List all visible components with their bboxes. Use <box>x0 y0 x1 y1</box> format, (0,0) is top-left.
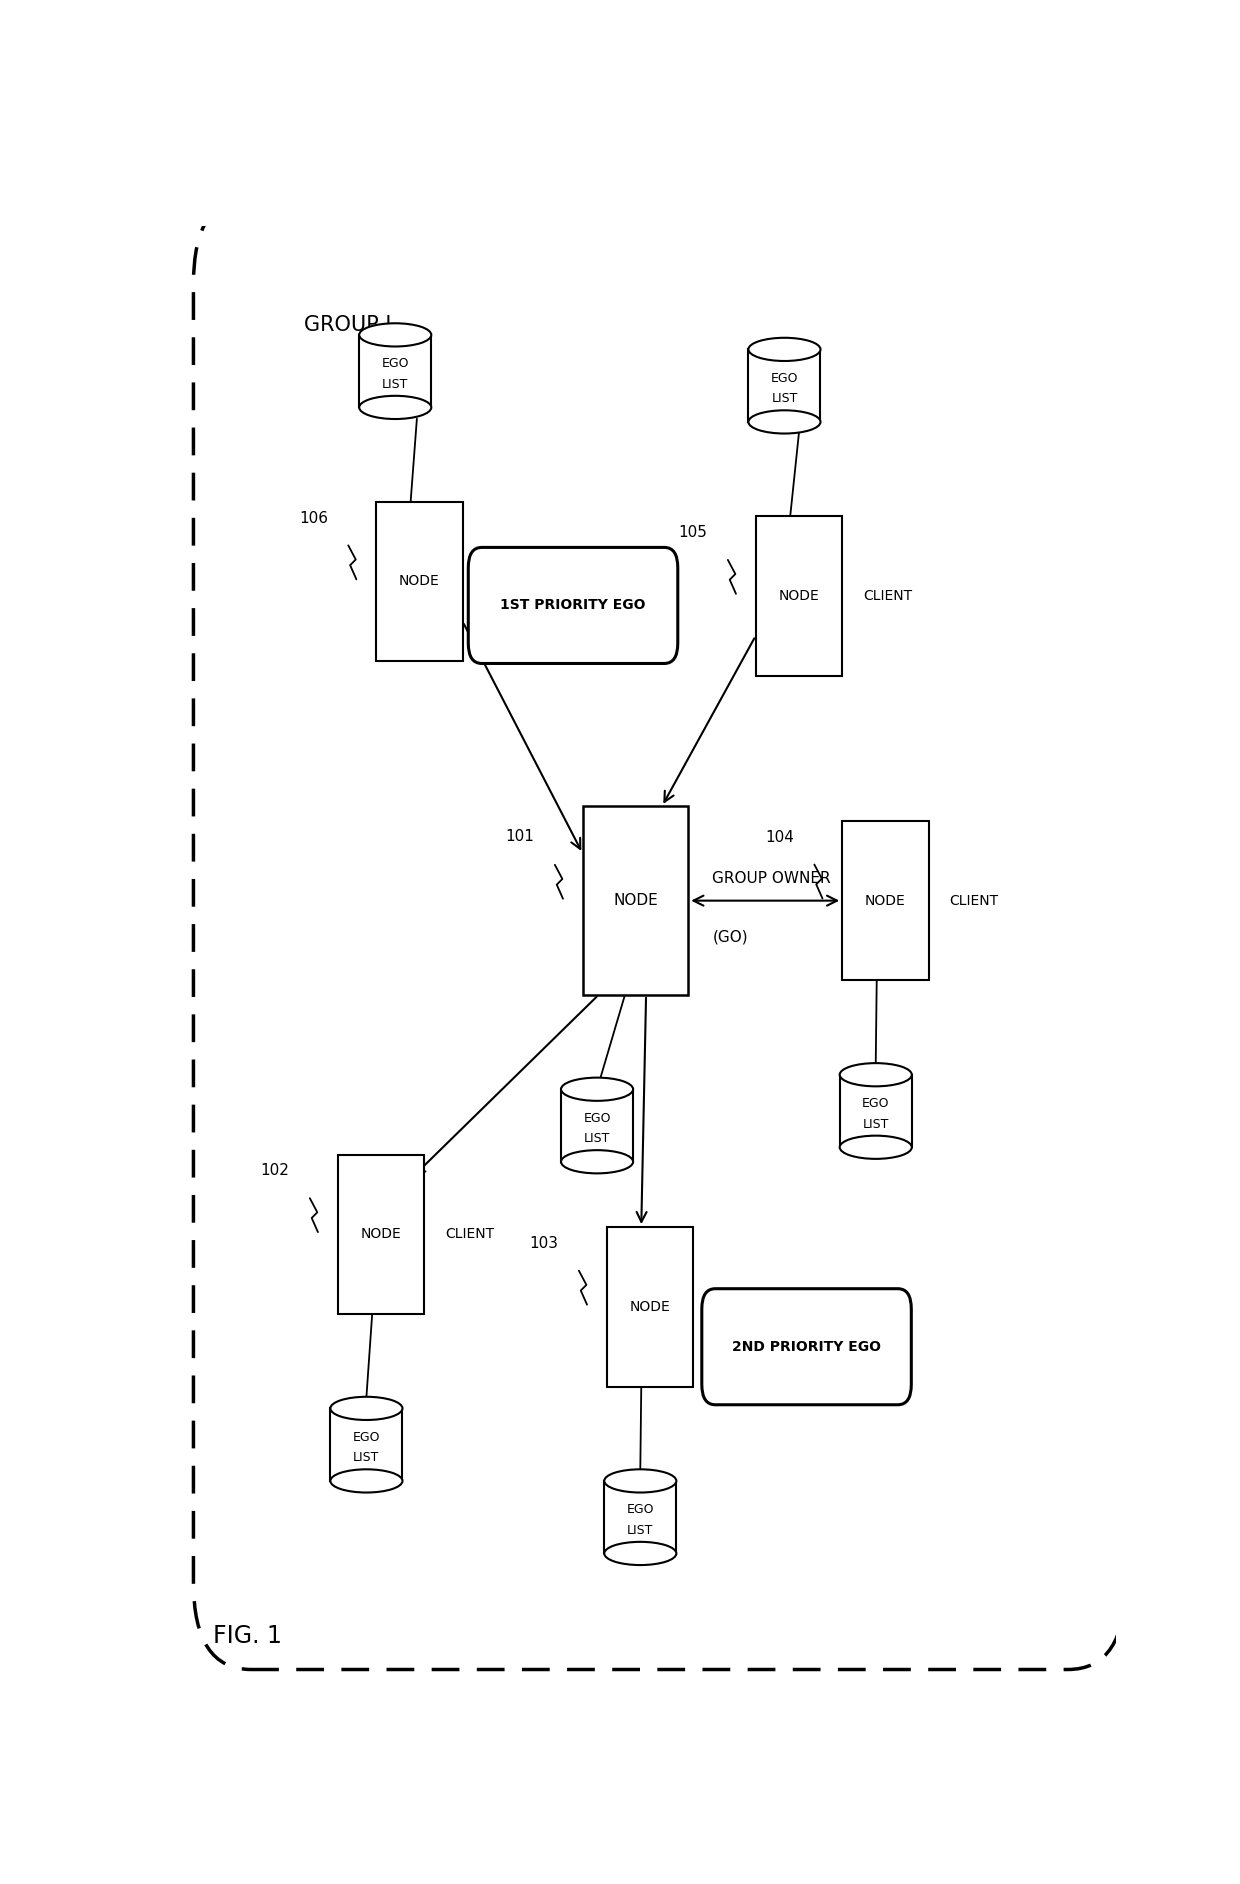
Bar <box>360 335 432 407</box>
Ellipse shape <box>360 324 432 347</box>
Text: 102: 102 <box>260 1164 290 1179</box>
Text: 106: 106 <box>299 511 327 526</box>
Text: EGO: EGO <box>382 358 409 371</box>
Text: GROUP I: GROUP I <box>304 315 392 335</box>
Ellipse shape <box>330 1396 403 1421</box>
Bar <box>604 1481 676 1554</box>
Text: 105: 105 <box>678 526 708 541</box>
Text: EGO: EGO <box>862 1096 889 1110</box>
Bar <box>330 1409 403 1481</box>
Bar <box>842 821 929 980</box>
Text: LIST: LIST <box>627 1524 653 1537</box>
Text: GROUP OWNER: GROUP OWNER <box>713 872 831 885</box>
Ellipse shape <box>604 1470 676 1492</box>
Text: LIST: LIST <box>353 1451 379 1464</box>
Ellipse shape <box>604 1541 676 1566</box>
Text: 2ND PRIORITY EGO: 2ND PRIORITY EGO <box>732 1340 882 1355</box>
Text: LIST: LIST <box>863 1117 889 1130</box>
Text: 1ST PRIORITY EGO: 1ST PRIORITY EGO <box>500 599 646 612</box>
Text: EGO: EGO <box>771 371 799 384</box>
Ellipse shape <box>560 1078 634 1100</box>
Bar <box>376 501 463 661</box>
Ellipse shape <box>749 411 821 433</box>
Bar <box>560 1089 634 1162</box>
FancyBboxPatch shape <box>469 548 678 663</box>
Bar <box>749 349 821 422</box>
Text: LIST: LIST <box>584 1132 610 1145</box>
Text: NODE: NODE <box>630 1300 671 1313</box>
Text: CLIENT: CLIENT <box>714 1300 764 1313</box>
Text: 104: 104 <box>765 829 794 844</box>
Bar <box>839 1074 911 1147</box>
Text: CLIENT: CLIENT <box>445 1226 495 1242</box>
Ellipse shape <box>839 1136 911 1159</box>
Text: 101: 101 <box>506 829 534 844</box>
Text: NODE: NODE <box>866 893 905 908</box>
Text: CLIENT: CLIENT <box>484 575 533 588</box>
Text: LIST: LIST <box>771 392 797 405</box>
Bar <box>583 806 688 995</box>
Ellipse shape <box>839 1063 911 1087</box>
Text: (GO): (GO) <box>713 929 748 944</box>
Text: NODE: NODE <box>399 575 440 588</box>
Ellipse shape <box>330 1470 403 1492</box>
Ellipse shape <box>360 396 432 418</box>
Text: 103: 103 <box>529 1236 559 1251</box>
Text: LIST: LIST <box>382 377 408 390</box>
Bar <box>755 516 842 676</box>
Text: EGO: EGO <box>583 1112 611 1125</box>
Text: EGO: EGO <box>626 1503 653 1517</box>
Text: NODE: NODE <box>361 1226 402 1242</box>
Text: CLIENT: CLIENT <box>863 590 913 603</box>
Text: NODE: NODE <box>779 590 820 603</box>
Ellipse shape <box>560 1149 634 1174</box>
FancyBboxPatch shape <box>702 1289 911 1405</box>
Ellipse shape <box>749 337 821 362</box>
Text: CLIENT: CLIENT <box>950 893 999 908</box>
Text: NODE: NODE <box>613 893 658 908</box>
Bar <box>606 1226 693 1387</box>
Text: EGO: EGO <box>352 1430 381 1443</box>
Text: FIG. 1: FIG. 1 <box>213 1624 281 1648</box>
Bar <box>337 1155 424 1315</box>
